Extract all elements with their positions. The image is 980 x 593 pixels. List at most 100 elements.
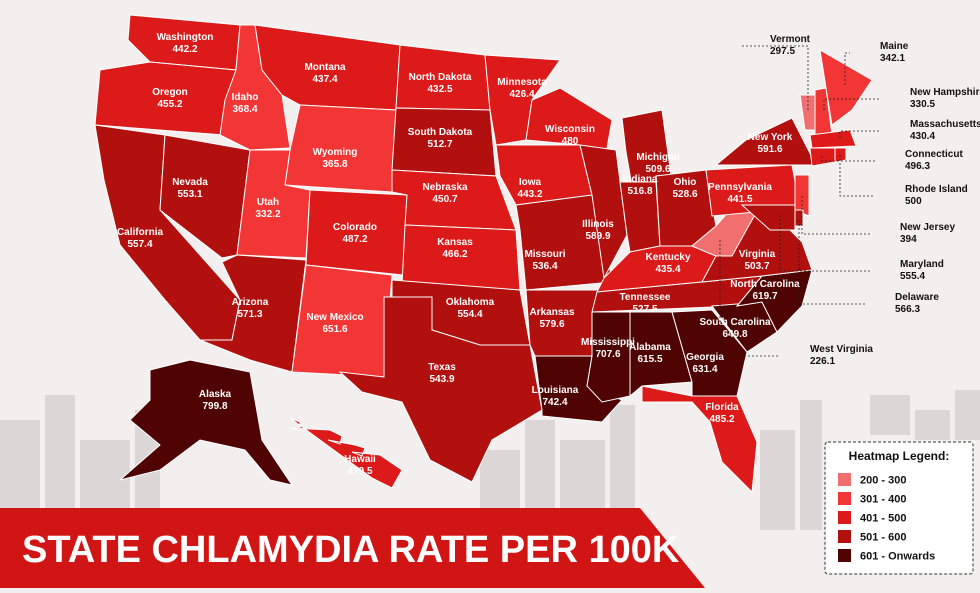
callout-line	[779, 215, 870, 272]
state-rate: 571.3	[237, 309, 262, 320]
state-name: Illinois	[582, 219, 614, 230]
state-rate: 742.4	[542, 397, 567, 408]
state-rate: 226.1	[810, 356, 835, 367]
state-rate: 442.2	[172, 44, 197, 55]
state-name: Ohio	[674, 177, 697, 188]
title-banner: STATE CHLAMYDIA RATE PER 100K	[0, 508, 705, 588]
state-rate: 441.5	[727, 194, 752, 205]
state-rate: 555.4	[900, 271, 925, 282]
state-shape	[338, 296, 543, 483]
page-title: STATE CHLAMYDIA RATE PER 100K	[22, 529, 680, 571]
state-rate: 509.6	[645, 164, 670, 175]
state-name: Maryland	[900, 259, 944, 270]
callout-line	[801, 196, 870, 235]
state-name: Mississippi	[581, 337, 635, 348]
legend-label: 501 - 600	[860, 532, 906, 544]
callout-line	[740, 45, 809, 110]
state-shape	[289, 417, 403, 489]
state-rate: 435.4	[655, 264, 680, 275]
state-rate: 342.1	[880, 53, 905, 64]
state-shape	[159, 134, 251, 259]
state-shape	[740, 204, 796, 231]
state-rate: 487.2	[342, 234, 367, 245]
legend-swatch	[838, 530, 851, 543]
state-name: Rhode Island	[905, 184, 968, 195]
legend-swatch	[838, 511, 851, 524]
state-name: Utah	[257, 197, 279, 208]
state-rate: 466.2	[442, 249, 467, 260]
state-name: Vermont	[770, 34, 811, 45]
state-name: Alaska	[199, 389, 232, 400]
state-name: California	[117, 227, 164, 238]
state-rate: 368.4	[232, 104, 257, 115]
state-name: Nebraska	[422, 182, 467, 193]
state-rate: 543.9	[429, 374, 454, 385]
state-rate: 707.6	[595, 349, 620, 360]
state-shape	[819, 49, 873, 126]
state-name: West Virginia	[810, 344, 873, 355]
state-name: Indiana	[622, 174, 657, 185]
state-name: South Dakota	[408, 127, 473, 138]
state-name: Maine	[880, 41, 909, 52]
state-rate: 426.4	[509, 89, 534, 100]
callout-line	[798, 220, 865, 305]
state-rate: 799.8	[202, 401, 227, 412]
states	[94, 14, 873, 494]
state-name: Arkansas	[529, 307, 574, 318]
state-shape	[794, 174, 810, 217]
state-name: Oregon	[152, 87, 188, 98]
state-rate: 503.7	[744, 261, 769, 272]
callout-line	[844, 52, 850, 85]
state-name: North Dakota	[409, 72, 472, 83]
state-rate: 496.3	[905, 161, 930, 172]
legend-title: Heatmap Legend:	[849, 449, 950, 463]
callout-line	[823, 98, 880, 110]
state-name: Wyoming	[313, 147, 358, 158]
state-name: Virginia	[739, 249, 776, 260]
state-shape	[579, 144, 628, 280]
state-name: Pennsylvania	[708, 182, 772, 193]
callout-line	[839, 155, 875, 197]
state-name: Oklahoma	[446, 297, 495, 308]
state-rate: 430.4	[910, 131, 935, 142]
legend-label: 401 - 500	[860, 513, 906, 525]
state-rate: 579.6	[539, 319, 564, 330]
state-rate: 432.5	[427, 84, 452, 95]
state-shape	[119, 359, 294, 486]
state-name: Delaware	[895, 292, 939, 303]
state-name: Missouri	[524, 249, 565, 260]
legend-label: 301 - 400	[860, 494, 906, 506]
state-name: Florida	[705, 402, 739, 413]
state-name: Kentucky	[645, 252, 690, 263]
state-name: Hawaii	[344, 454, 376, 465]
state-name: Washington	[157, 32, 214, 43]
callout-line	[821, 156, 875, 162]
state-rate: 485.2	[709, 414, 734, 425]
state-name: Arizona	[232, 297, 269, 308]
state-name: Michigan	[636, 152, 679, 163]
state-rate: 591.6	[757, 144, 782, 155]
state-rate: 631.4	[692, 364, 717, 375]
state-rate: 528.6	[672, 189, 697, 200]
state-rate: 479.5	[347, 466, 372, 477]
state-name: Minnesota	[497, 77, 547, 88]
state-rate: 649.8	[722, 329, 747, 340]
state-name: New Hampshire	[910, 87, 980, 98]
state-name: Montana	[304, 62, 346, 73]
state-rate: 527.5	[632, 304, 657, 315]
state-rate: 332.2	[255, 209, 280, 220]
state-shape	[794, 209, 804, 227]
state-rate: 455.2	[157, 99, 182, 110]
state-rate: 365.8	[322, 159, 347, 170]
state-shape	[284, 104, 397, 193]
legend-label: 601 - Onwards	[860, 551, 935, 563]
state-shape	[714, 117, 817, 166]
legend-box	[824, 441, 974, 575]
state-name: Iowa	[519, 177, 542, 188]
banner	[0, 508, 705, 588]
state-rate: 615.5	[637, 354, 662, 365]
callout-line	[839, 130, 880, 138]
